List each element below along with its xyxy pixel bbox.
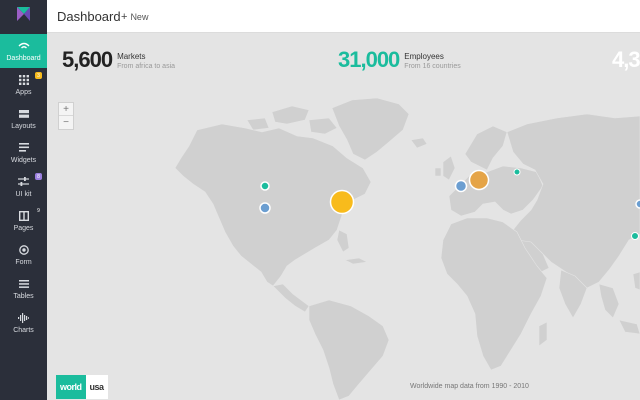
tab-world[interactable]: world bbox=[56, 375, 86, 399]
stat-label: Markets bbox=[117, 52, 146, 61]
sidebar-item-apps[interactable]: Apps 3 bbox=[0, 68, 47, 102]
notification-badge: 3 bbox=[35, 72, 42, 79]
map-footnote: Worldwide map data from 1990 - 2010 bbox=[410, 383, 529, 390]
sidebar-item-form[interactable]: Form bbox=[0, 238, 47, 272]
map-marker[interactable] bbox=[454, 179, 468, 193]
sidebar-item-label: Pages bbox=[13, 224, 34, 232]
map-marker[interactable] bbox=[259, 202, 271, 214]
stat-markets: 5,600 Markets From africa to asia bbox=[62, 46, 175, 74]
sidebar-item-label: Charts bbox=[13, 326, 34, 334]
wifi-icon bbox=[17, 40, 31, 52]
sidebar-item-label: Widgets bbox=[10, 156, 37, 164]
stat-subtitle: From africa to asia bbox=[117, 63, 176, 70]
map-marker[interactable] bbox=[635, 199, 640, 209]
zoom-in-button[interactable]: + bbox=[59, 103, 73, 116]
map-marker[interactable] bbox=[468, 169, 490, 191]
stat-label: Employees bbox=[404, 52, 444, 61]
waveform-icon bbox=[17, 312, 31, 324]
grid-icon bbox=[17, 74, 31, 86]
stat-value: 4,3 bbox=[612, 47, 640, 72]
sidebar-item-ui-kit[interactable]: UI kit 8 bbox=[0, 170, 47, 204]
notification-badge: 9 bbox=[37, 207, 40, 214]
new-button[interactable]: + New bbox=[121, 11, 148, 23]
plus-icon: + bbox=[121, 11, 128, 23]
map-marker[interactable] bbox=[260, 181, 270, 191]
sidebar-item-widgets[interactable]: Widgets bbox=[0, 136, 47, 170]
map-marker[interactable] bbox=[513, 168, 521, 176]
notification-badge: 8 bbox=[35, 173, 42, 180]
stat-subtitle: From 16 countries bbox=[404, 63, 461, 70]
sidebar-item-dashboard[interactable]: Dashboard bbox=[0, 34, 47, 68]
header: Dashboard + New bbox=[47, 0, 640, 33]
logo-icon[interactable] bbox=[16, 6, 32, 22]
sidebar-item-label: Apps bbox=[15, 88, 32, 96]
markers bbox=[259, 168, 640, 240]
map-marker[interactable] bbox=[329, 189, 355, 215]
sidebar-item-pages[interactable]: Pages 9 bbox=[0, 204, 47, 238]
table-icon bbox=[17, 278, 31, 290]
list-icon bbox=[17, 142, 31, 154]
sidebar-item-label: Form bbox=[15, 258, 32, 266]
stat-partial: 4,3 bbox=[612, 46, 640, 74]
layout-icon bbox=[17, 108, 31, 120]
map-tabs: world usa bbox=[56, 375, 108, 399]
new-button-label: New bbox=[130, 12, 149, 22]
sidebar-item-label: UI kit bbox=[15, 190, 32, 198]
stat-value: 31,000 bbox=[338, 47, 400, 72]
sidebar: Dashboard Apps 3 Layouts Widgets UI kit … bbox=[0, 0, 47, 400]
zoom-out-button[interactable]: − bbox=[63, 117, 69, 128]
sidebar-item-charts[interactable]: Charts bbox=[0, 306, 47, 340]
sidebar-item-tables[interactable]: Tables bbox=[0, 272, 47, 306]
sliders-icon bbox=[17, 176, 31, 188]
sidebar-item-label: Tables bbox=[13, 292, 34, 300]
sidebar-item-label: Dashboard bbox=[6, 54, 41, 62]
page-title: Dashboard bbox=[57, 9, 121, 24]
map-land bbox=[174, 97, 640, 400]
world-map[interactable] bbox=[47, 34, 640, 400]
zoom-control: + − bbox=[58, 102, 74, 130]
sidebar-item-layouts[interactable]: Layouts bbox=[0, 102, 47, 136]
stat-value: 5,600 bbox=[62, 47, 113, 72]
target-icon bbox=[17, 244, 31, 256]
sidebar-item-label: Layouts bbox=[11, 122, 36, 130]
columns-icon bbox=[17, 210, 31, 222]
tab-usa[interactable]: usa bbox=[85, 375, 108, 399]
stat-employees: 31,000 Employees From 16 countries bbox=[338, 46, 461, 74]
map-marker[interactable] bbox=[631, 232, 639, 240]
